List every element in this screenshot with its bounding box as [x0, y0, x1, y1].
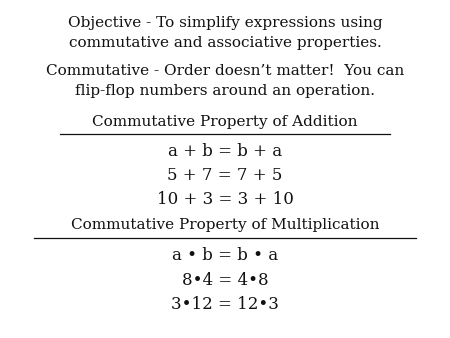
Text: Objective - To simplify expressions using
commutative and associative properties: Objective - To simplify expressions usin…: [68, 16, 382, 50]
Text: 3•12 = 12•3: 3•12 = 12•3: [171, 296, 279, 313]
Text: 8•4 = 4•8: 8•4 = 4•8: [182, 271, 268, 289]
Text: Commutative Property of Addition: Commutative Property of Addition: [92, 115, 358, 128]
Text: Commutative - Order doesn’t matter!  You can
flip-flop numbers around an operati: Commutative - Order doesn’t matter! You …: [46, 64, 404, 98]
Text: a • b = b • a: a • b = b • a: [172, 247, 278, 264]
Text: a + b = b + a: a + b = b + a: [168, 143, 282, 160]
Text: 10 + 3 = 3 + 10: 10 + 3 = 3 + 10: [157, 191, 293, 209]
Text: Commutative Property of Multiplication: Commutative Property of Multiplication: [71, 218, 379, 232]
Text: 5 + 7 = 7 + 5: 5 + 7 = 7 + 5: [167, 167, 283, 184]
